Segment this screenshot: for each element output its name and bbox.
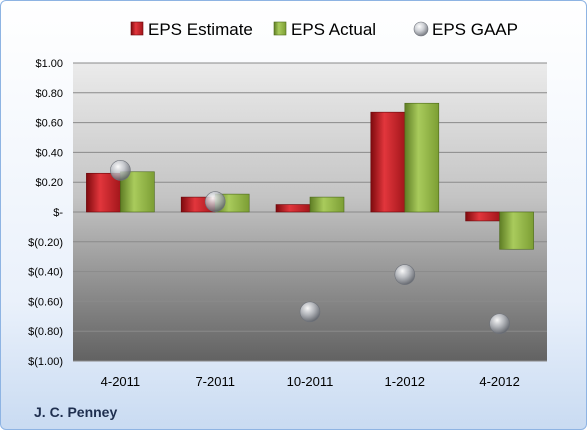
y-axis-ticks: $1.00 $0.80 $0.60 $0.40 $0.20 $- $(0.20) $(0.40… [28, 58, 63, 368]
bar-eps-actual [404, 102, 440, 213]
company-name: J. C. Penney [34, 404, 118, 420]
y-tick-label: $0.40 [35, 147, 63, 159]
gridlines [73, 62, 547, 362]
y-tick-label: $- [53, 207, 63, 219]
bars [86, 102, 534, 250]
y-tick-label: $(1.00) [28, 356, 63, 368]
x-axis-ticks: 4-2011 7-2011 10-2011 1-2012 4-2012 [101, 374, 520, 389]
x-tick-label: 4-2011 [101, 374, 141, 389]
gaap-markers [110, 159, 510, 335]
legend-swatch [273, 21, 287, 36]
x-tick-label: 10-2011 [287, 374, 334, 389]
bar-eps-estimate [275, 204, 311, 213]
legend-label: EPS GAAP [432, 20, 518, 39]
y-tick-label: $(0.80) [28, 326, 63, 338]
gaap-marker [394, 264, 416, 285]
bar-eps-estimate [370, 111, 406, 213]
y-tick-label: $0.20 [35, 177, 63, 189]
legend-swatch [413, 21, 429, 37]
x-tick-label: 1-2012 [385, 374, 425, 389]
x-tick-label: 4-2012 [479, 374, 519, 389]
gaap-marker [110, 159, 131, 181]
gaap-marker [204, 191, 226, 212]
gaap-marker [299, 301, 321, 323]
y-tick-label: $0.60 [35, 118, 63, 130]
y-tick-label: $0.80 [35, 88, 63, 100]
bar-eps-actual [309, 196, 345, 213]
y-tick-label: $1.00 [35, 58, 63, 70]
bar-eps-estimate [465, 211, 500, 222]
y-tick-label: $(0.20) [28, 237, 63, 249]
gaap-marker [489, 313, 510, 335]
legend-label: EPS Estimate [148, 20, 253, 39]
x-tick-label: 7-2011 [195, 374, 235, 389]
y-tick-label: $(0.40) [28, 267, 63, 279]
legend-swatch [130, 21, 144, 36]
legend: EPS Estimate EPS Actual EPS GAAP [130, 20, 518, 39]
legend-label: EPS Actual [291, 20, 376, 39]
y-tick-label: $(0.60) [28, 296, 63, 308]
bar-eps-actual [499, 211, 534, 250]
